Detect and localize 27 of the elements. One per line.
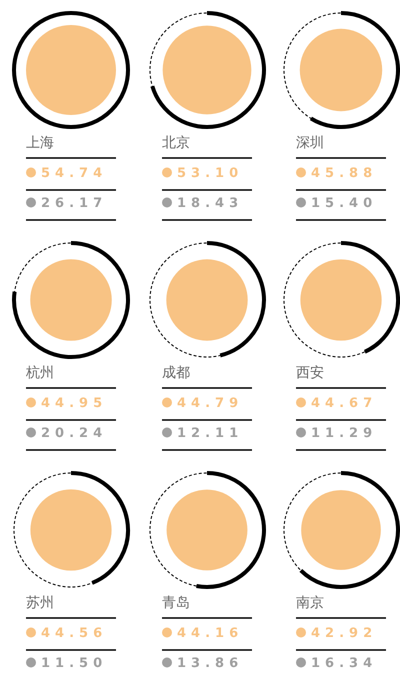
value-label: 11.50	[41, 656, 108, 671]
category-label: 深圳	[296, 135, 324, 151]
value-label: 44.79	[177, 396, 244, 411]
category-label: 北京	[162, 135, 190, 151]
category-label: 南京	[296, 595, 324, 611]
category-label: 苏州	[26, 595, 54, 611]
category-label: 青岛	[162, 595, 190, 611]
value-label: 44.67	[311, 396, 378, 411]
value-label: 54.74	[41, 166, 108, 181]
value-label: 44.95	[41, 396, 108, 411]
value-label: 11.29	[311, 426, 378, 441]
value-label: 53.10	[177, 166, 244, 181]
category-label: 成都	[162, 365, 190, 381]
value-label: 42.92	[311, 626, 378, 641]
value-label: 16.34	[311, 656, 378, 671]
category-label: 杭州	[25, 365, 54, 381]
value-label: 26.17	[41, 196, 108, 211]
value-label: 45.88	[311, 166, 378, 181]
value-label: 44.16	[177, 626, 244, 641]
category-label: 上海	[26, 135, 54, 151]
value-label: 15.40	[311, 196, 378, 211]
value-label: 18.43	[177, 196, 244, 211]
value-label: 12.11	[177, 426, 244, 441]
category-label: 西安	[296, 365, 324, 381]
value-label: 20.24	[41, 426, 108, 441]
value-label: 13.86	[177, 656, 244, 671]
value-label: 44.56	[41, 626, 108, 641]
